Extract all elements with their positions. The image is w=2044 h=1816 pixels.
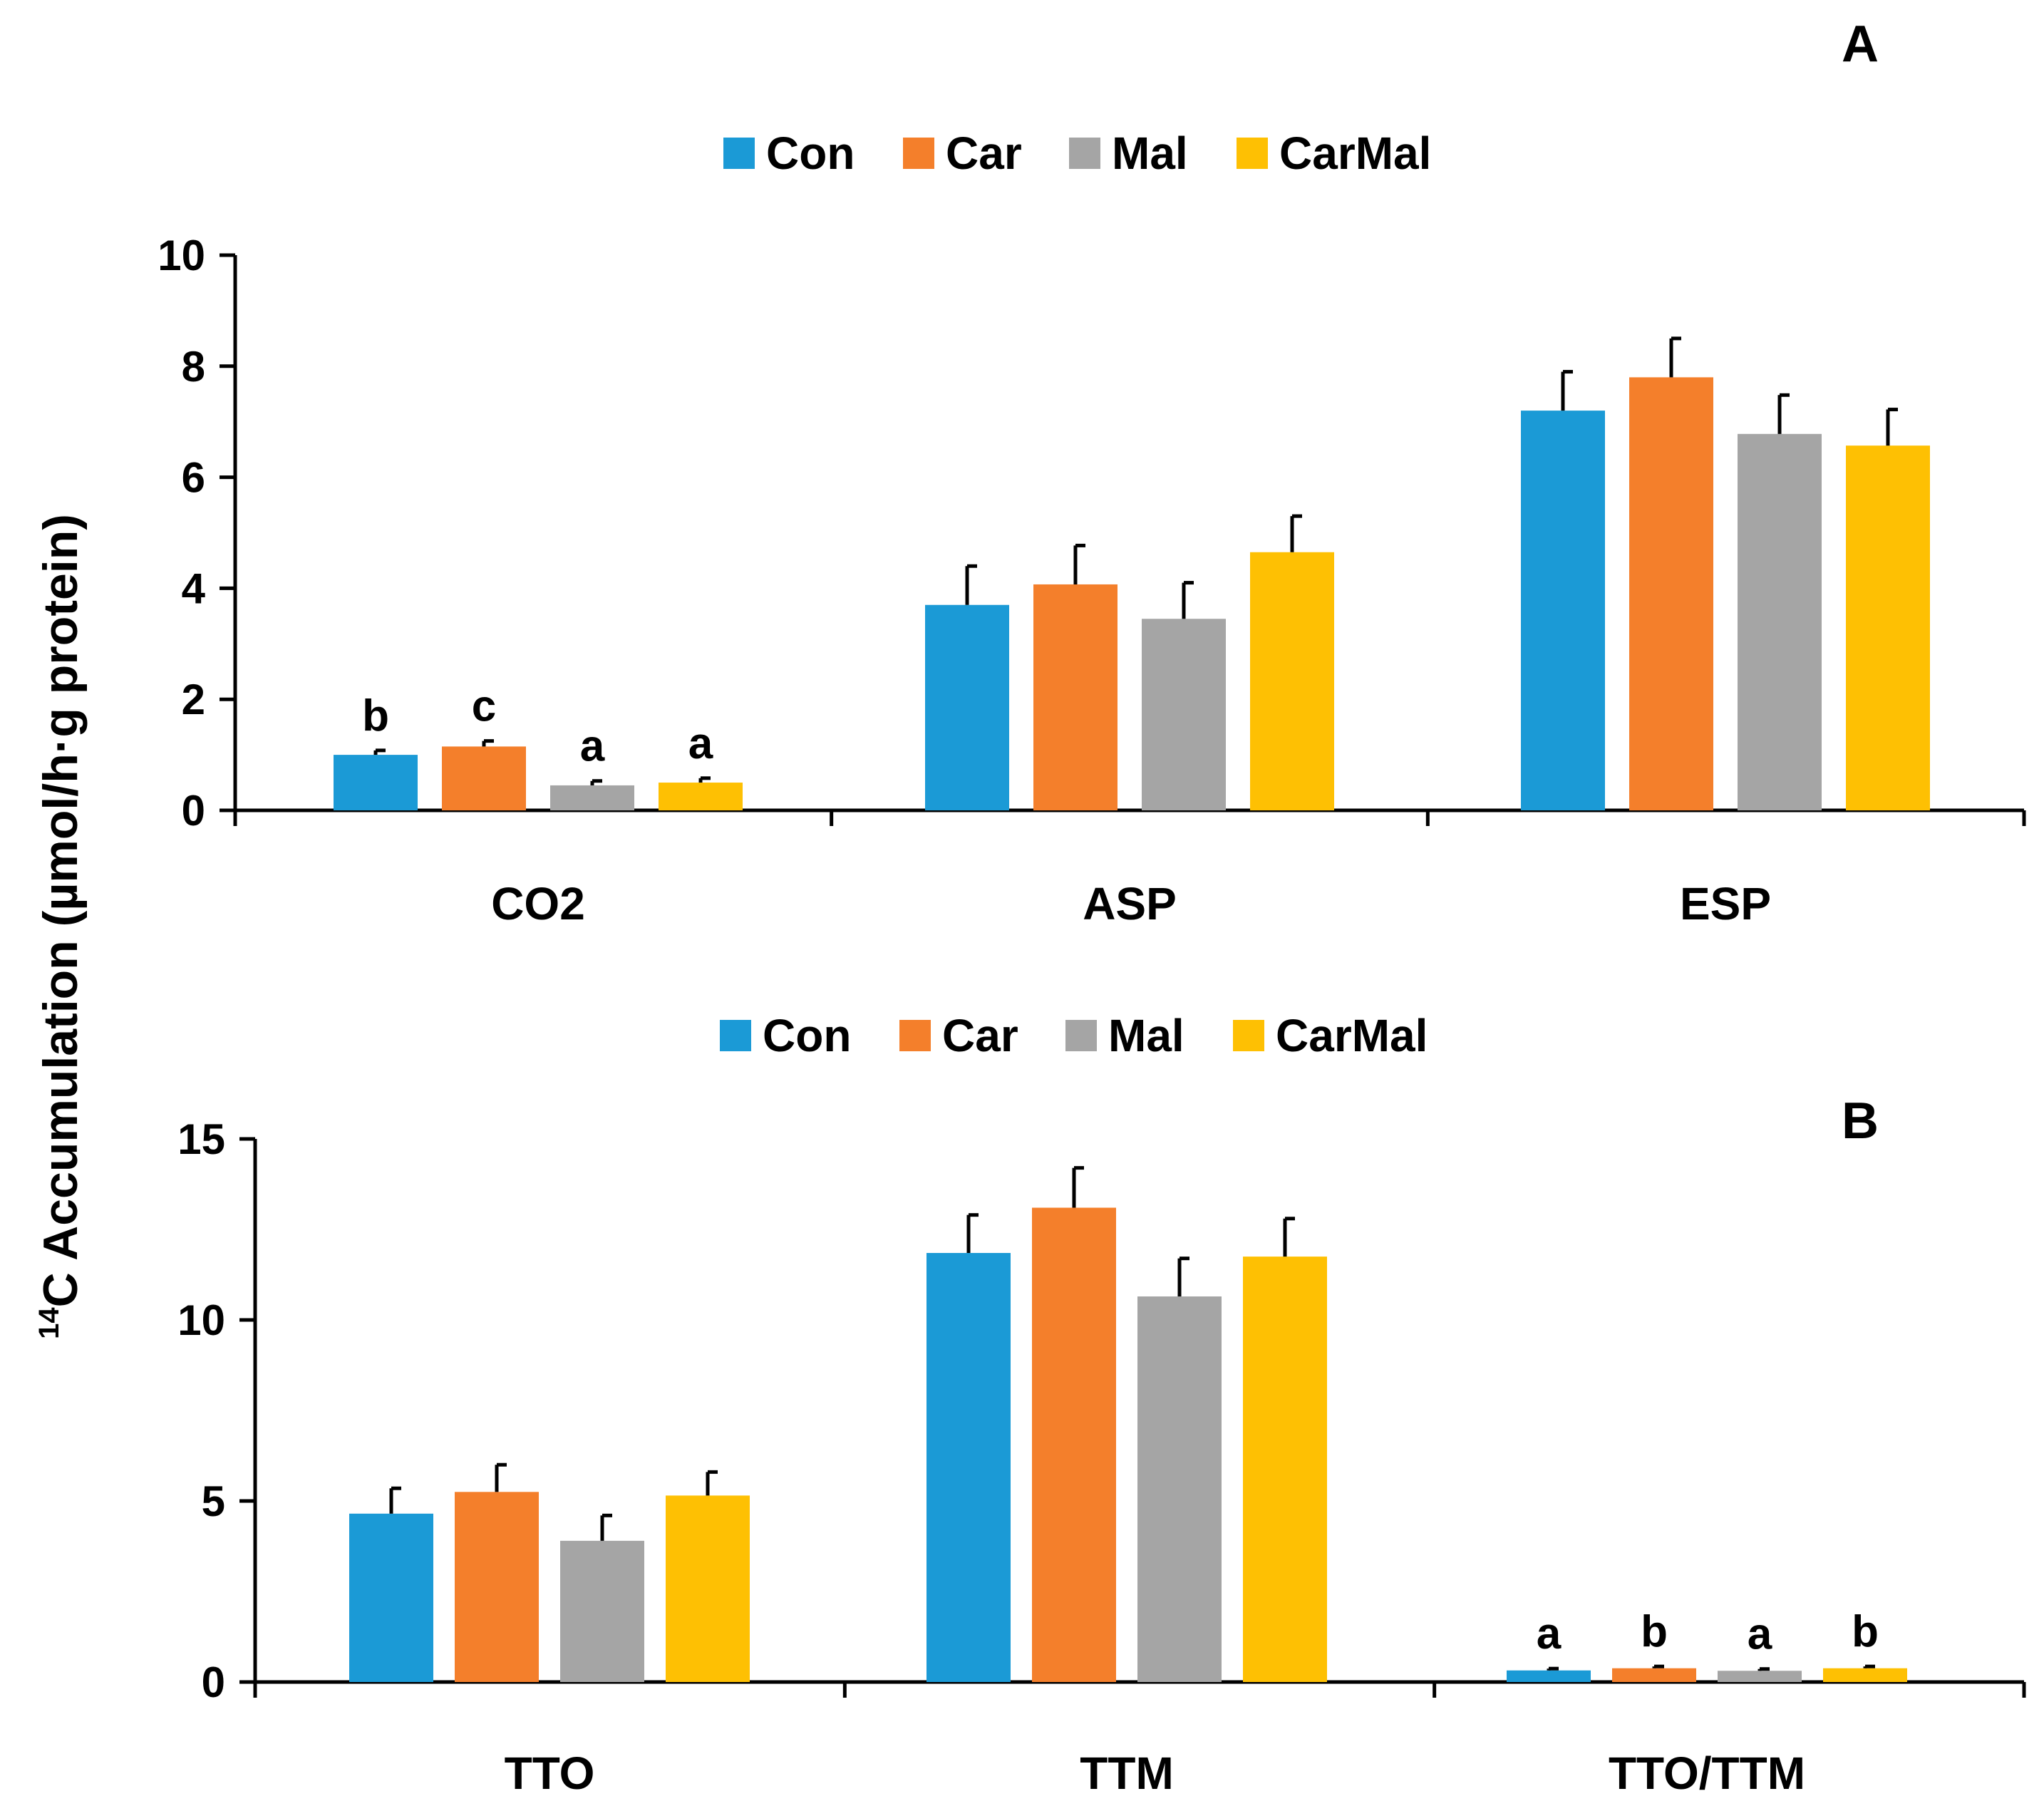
significance-letter: b — [1641, 1607, 1668, 1656]
legend-swatch-con — [723, 138, 755, 169]
y-tick-label: 4 — [182, 564, 206, 612]
bar-carmal-tto-ttm — [1823, 1668, 1907, 1682]
bar-con-asp — [925, 604, 1009, 810]
y-tick-label: 8 — [182, 343, 205, 391]
bar-con-esp — [1521, 411, 1605, 810]
bar-car-asp — [1033, 584, 1118, 810]
y-axis-label-text: C Accumulation (µmol/h·g protein) — [33, 514, 88, 1307]
legend-swatch-carmal — [1233, 1020, 1264, 1051]
bar-mal-tto-ttm — [1718, 1671, 1802, 1682]
legend-label-car: Car — [946, 128, 1022, 179]
y-tick-label: 5 — [202, 1477, 225, 1525]
y-axis-label-superscript: 14 — [33, 1307, 65, 1339]
bar-car-co2 — [442, 746, 526, 810]
bar-mal-tto — [560, 1540, 644, 1682]
significance-letter: c — [472, 682, 496, 731]
bar-car-tto-ttm — [1612, 1668, 1696, 1682]
panel-label-A: A — [1842, 16, 1879, 73]
category-label-co2: CO2 — [491, 878, 585, 929]
bar-con-ttm — [926, 1253, 1011, 1682]
panel-label-B: B — [1842, 1093, 1879, 1150]
significance-letter: b — [1852, 1607, 1879, 1656]
significance-letter: a — [688, 719, 713, 768]
bar-carmal-esp — [1846, 445, 1930, 810]
y-tick-label: 6 — [182, 454, 205, 502]
y-tick-label: 10 — [177, 1296, 225, 1344]
legend-swatch-carmal — [1237, 138, 1268, 169]
y-tick-label: 0 — [202, 1658, 225, 1706]
bar-mal-esp — [1738, 433, 1822, 810]
bar-car-ttm — [1032, 1207, 1116, 1682]
legend-label-mal: Mal — [1112, 128, 1188, 179]
bar-mal-co2 — [550, 785, 634, 810]
legend-label-con: Con — [763, 1010, 851, 1061]
legend-B: Con Car Mal CarMal — [720, 1010, 1428, 1061]
bar-mal-asp — [1142, 619, 1226, 810]
y-axis-label: 14C Accumulation (µmol/h·g protein) — [33, 514, 88, 1339]
legend-label-mal: Mal — [1108, 1010, 1184, 1061]
category-label-tto: TTO — [505, 1748, 595, 1799]
bar-carmal-asp — [1250, 552, 1334, 810]
bar-car-esp — [1629, 377, 1713, 810]
bar-con-co2 — [334, 755, 418, 810]
legend-swatch-mal — [1069, 138, 1100, 169]
legend-label-carmal: CarMal — [1279, 128, 1431, 179]
bar-carmal-ttm — [1243, 1257, 1327, 1682]
legend-swatch-con — [720, 1020, 751, 1051]
category-label-asp: ASP — [1083, 878, 1177, 929]
y-tick-label: 15 — [177, 1115, 225, 1163]
y-tick-label: 2 — [182, 676, 205, 723]
bar-carmal-tto — [666, 1495, 750, 1682]
bar-carmal-co2 — [659, 783, 743, 810]
y-tick-label: 0 — [182, 787, 205, 835]
bar-con-tto — [349, 1513, 433, 1682]
legend-swatch-car — [903, 138, 934, 169]
significance-letter: a — [1537, 1609, 1562, 1658]
significance-letter: a — [1748, 1610, 1772, 1659]
category-label-ttm: TTM — [1080, 1748, 1174, 1799]
y-tick-label: 10 — [158, 232, 205, 279]
significance-letter: a — [580, 722, 605, 771]
legend-label-car: Car — [942, 1010, 1018, 1061]
legend-swatch-mal — [1065, 1020, 1097, 1051]
legend-label-carmal: CarMal — [1276, 1010, 1428, 1061]
legend-label-con: Con — [766, 128, 855, 179]
category-label-esp: ESP — [1680, 878, 1771, 929]
bar-car-tto — [455, 1492, 539, 1682]
bar-con-tto-ttm — [1507, 1670, 1591, 1682]
legend-swatch-car — [899, 1020, 931, 1051]
significance-letter: b — [362, 691, 389, 741]
category-label-tto-ttm: TTO/TTM — [1609, 1748, 1805, 1799]
bar-mal-ttm — [1137, 1296, 1222, 1682]
legend-A: Con Car Mal CarMal — [723, 128, 1431, 179]
